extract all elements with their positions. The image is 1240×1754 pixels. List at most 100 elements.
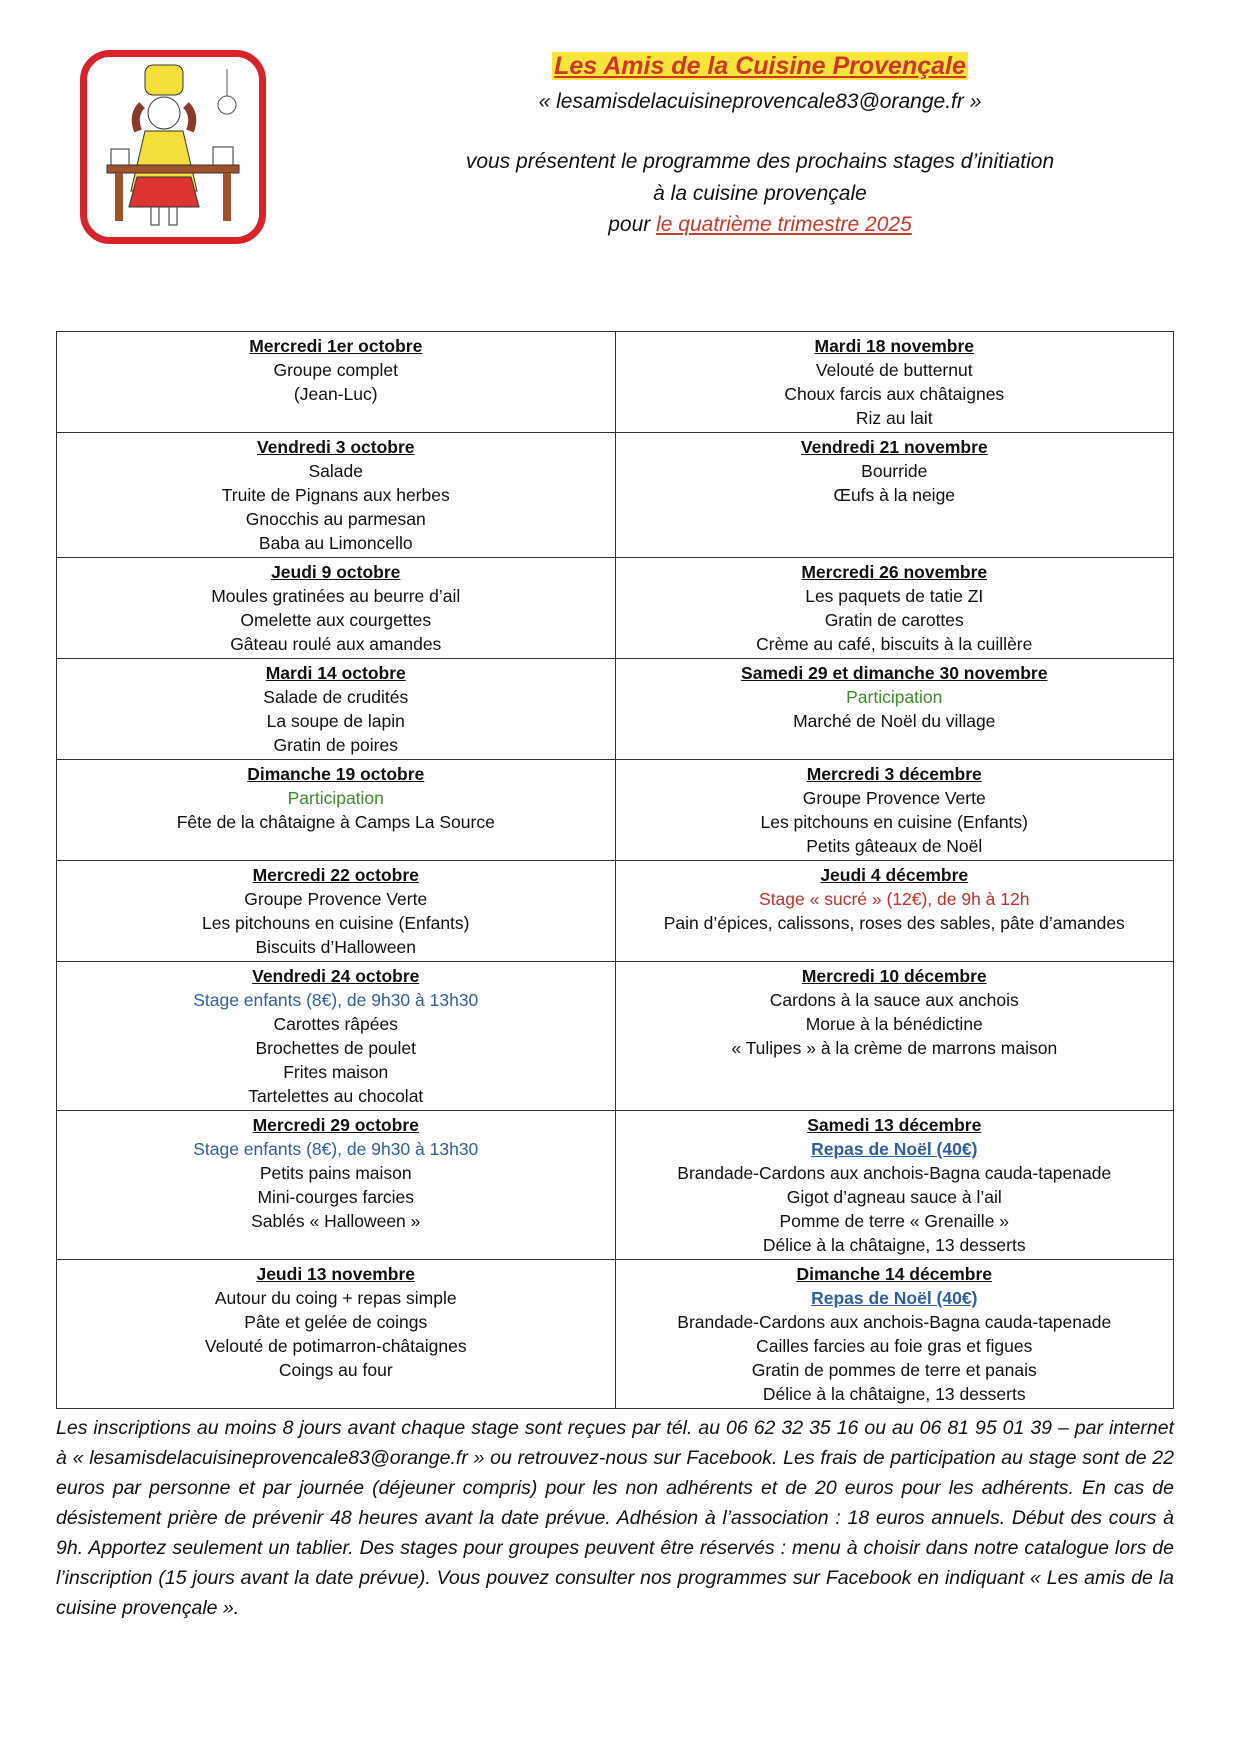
session-line: Brandade-Cardons aux anchois-Bagna cauda… (677, 1163, 1112, 1183)
session-line: Les pitchouns en cuisine (Enfants) (201, 913, 470, 933)
session-date: Mercredi 29 octobre (252, 1115, 419, 1135)
table-row: Dimanche 19 octobre Participation Fête de … (56, 759, 1174, 861)
session-cell: Mardi 18 novembre Velouté de butternut Cho… (614, 331, 1174, 433)
session-cell: Jeudi 13 novembre Autour du coing + repas… (56, 1259, 616, 1409)
session-line: La soupe de lapin (266, 711, 405, 731)
session-line: Brochettes de poulet (255, 1038, 417, 1058)
table-row: Jeudi 9 octobre Moules gratinées au beurr… (56, 557, 1174, 659)
session-line: Gâteau roulé aux amandes (230, 634, 442, 654)
session-date: Vendredi 21 novembre (800, 437, 988, 457)
session-date: Dimanche 14 décembre (796, 1264, 992, 1284)
session-line: Biscuits d’Halloween (255, 937, 417, 957)
session-cell: Mercredi 3 décembre Groupe Provence Verte… (614, 759, 1174, 861)
session-date: Dimanche 19 octobre (247, 764, 425, 784)
session-date: Jeudi 4 décembre (820, 865, 969, 885)
session-line: Gratin de carottes (824, 610, 964, 630)
session-line: Stage enfants (8€), de 9h30 à 13h30 (193, 990, 479, 1010)
table-row: Mercredi 22 octobre Groupe Provence Verte… (56, 860, 1174, 962)
session-date: Mercredi 26 novembre (801, 562, 988, 582)
session-date: Mercredi 1er octobre (249, 336, 423, 356)
session-cell: Dimanche 19 octobre Participation Fête de … (56, 759, 616, 861)
content-flow: Mercredi 1er octobre Groupe complet (Jean-… (56, 331, 1174, 1623)
session-line: « Tulipes » à la crème de marrons maison (731, 1038, 1058, 1058)
session-cell: Vendredi 3 octobre Salade Truite de Pignan… (56, 432, 616, 558)
session-line: Groupe complet (273, 360, 398, 380)
session-date: Mercredi 10 décembre (801, 966, 987, 986)
session-line: Pain d’épices, calissons, roses des sabl… (663, 913, 1125, 933)
session-cell: Jeudi 9 octobre Moules gratinées au beurr… (56, 557, 616, 659)
session-cell: Mercredi 1er octobre Groupe complet (Jean-… (56, 331, 616, 433)
session-line: Fête de la châtaigne à Camps La Source (176, 812, 495, 832)
session-cell: Mercredi 22 octobre Groupe Provence Verte… (56, 860, 616, 962)
session-line: Choux farcis aux châtaignes (784, 384, 1005, 404)
session-cell: Mardi 14 octobre Salade de crudités La sou… (56, 658, 616, 760)
session-line: Riz au lait (855, 408, 933, 428)
session-line: Brandade-Cardons aux anchois-Bagna cauda… (677, 1312, 1112, 1332)
session-line: Repas de Noël (40€) (811, 1288, 978, 1308)
footer-notice: Les inscriptions au moins 8 jours avant … (56, 1417, 1174, 1619)
session-line: Œufs à la neige (833, 485, 956, 505)
page-title: Les Amis de la Cuisine Provençale (552, 52, 968, 80)
session-line: Mini-courges farcies (257, 1187, 415, 1207)
session-line: Gnocchis au parmesan (245, 509, 426, 529)
table-row: Vendredi 24 octobre Stage enfants (8€), d… (56, 961, 1174, 1111)
session-line: Groupe Provence Verte (802, 788, 986, 808)
session-line: Omelette aux courgettes (240, 610, 432, 630)
session-date: Mardi 14 octobre (265, 663, 406, 683)
session-cell: Vendredi 24 octobre Stage enfants (8€), d… (56, 961, 616, 1111)
session-line: (Jean-Luc) (293, 384, 378, 404)
session-date: Samedi 29 et dimanche 30 novembre (741, 663, 1048, 683)
session-line: Salade (308, 461, 364, 481)
session-line: Autour du coing + repas simple (214, 1288, 457, 1308)
session-date: Mercredi 22 octobre (252, 865, 419, 885)
session-date: Jeudi 13 novembre (256, 1264, 416, 1284)
session-line: Velouté de butternut (815, 360, 973, 380)
session-cell: Samedi 29 et dimanche 30 novembre Partici… (614, 658, 1174, 760)
session-line: Gratin de poires (273, 735, 398, 755)
intro-line-3: pour le quatrième trimestre 2025 (608, 213, 912, 236)
session-date: Vendredi 24 octobre (252, 966, 420, 986)
session-cell: Samedi 13 décembre Repas de Noël (40€) Bra… (614, 1110, 1174, 1260)
session-line: Pomme de terre « Grenaille » (779, 1211, 1010, 1231)
session-cell: Dimanche 14 décembre Repas de Noël (40€) B… (614, 1259, 1174, 1409)
session-line: Morue à la bénédictine (805, 1014, 983, 1034)
intro-line-2: à la cuisine provençale (653, 182, 867, 205)
session-line: Pâte et gelée de coings (244, 1312, 428, 1332)
session-line: Stage enfants (8€), de 9h30 à 13h30 (193, 1139, 479, 1159)
session-cell: Jeudi 4 décembre Stage « sucré » (12€), d… (614, 860, 1174, 962)
session-line: Groupe Provence Verte (244, 889, 428, 909)
header-email: « lesamisdelacuisineprovencale83@orange.… (538, 90, 982, 113)
period: le quatrième trimestre 2025 (656, 213, 912, 236)
session-date: Mercredi 3 décembre (806, 764, 982, 784)
session-line: Baba au Limoncello (258, 533, 413, 553)
table-row: Vendredi 3 octobre Salade Truite de Pignan… (56, 432, 1174, 558)
session-line: Cailles farcies au foie gras et figues (756, 1336, 1033, 1356)
session-line: Gigot d’agneau sauce à l’ail (786, 1187, 1002, 1207)
session-line: Carottes râpées (273, 1014, 398, 1034)
session-cell: Mercredi 10 décembre Cardons à la sauce a… (614, 961, 1174, 1111)
table-row: Mercredi 1er octobre Groupe complet (Jean-… (56, 331, 1174, 433)
session-line: Les pitchouns en cuisine (Enfants) (760, 812, 1029, 832)
session-date: Mardi 18 novembre (814, 336, 975, 356)
session-line: Petits gâteaux de Noël (806, 836, 983, 856)
schedule-table: Mercredi 1er octobre Groupe complet (Jean-… (56, 331, 1174, 1409)
session-line: Bourride (861, 461, 928, 481)
session-line: Délice à la châtaigne, 13 desserts (762, 1384, 1026, 1404)
session-line: Coings au four (278, 1360, 393, 1380)
session-line: Stage « sucré » (12€), de 9h à 12h (759, 889, 1030, 909)
session-date: Vendredi 3 octobre (256, 437, 415, 457)
session-date: Samedi 13 décembre (807, 1115, 982, 1135)
session-date: Jeudi 9 octobre (271, 562, 401, 582)
session-line: Sablés « Halloween » (251, 1211, 421, 1231)
session-line: Crème au café, biscuits à la cuillère (756, 634, 1033, 654)
session-line: Truite de Pignans aux herbes (221, 485, 450, 505)
session-line: Participation (287, 788, 384, 808)
table-row: Mercredi 29 octobre Stage enfants (8€), d… (56, 1110, 1174, 1260)
logo-chef-girl-image (80, 50, 266, 244)
table-row: Jeudi 13 novembre Autour du coing + repas… (56, 1259, 1174, 1409)
session-cell: Mercredi 26 novembre Les paquets de tatie… (614, 557, 1174, 659)
intro-line-1: vous présentent le programme des prochai… (465, 150, 1055, 173)
session-line: Velouté de potimarron-châtaignes (204, 1336, 467, 1356)
session-line: Repas de Noël (40€) (811, 1139, 978, 1159)
